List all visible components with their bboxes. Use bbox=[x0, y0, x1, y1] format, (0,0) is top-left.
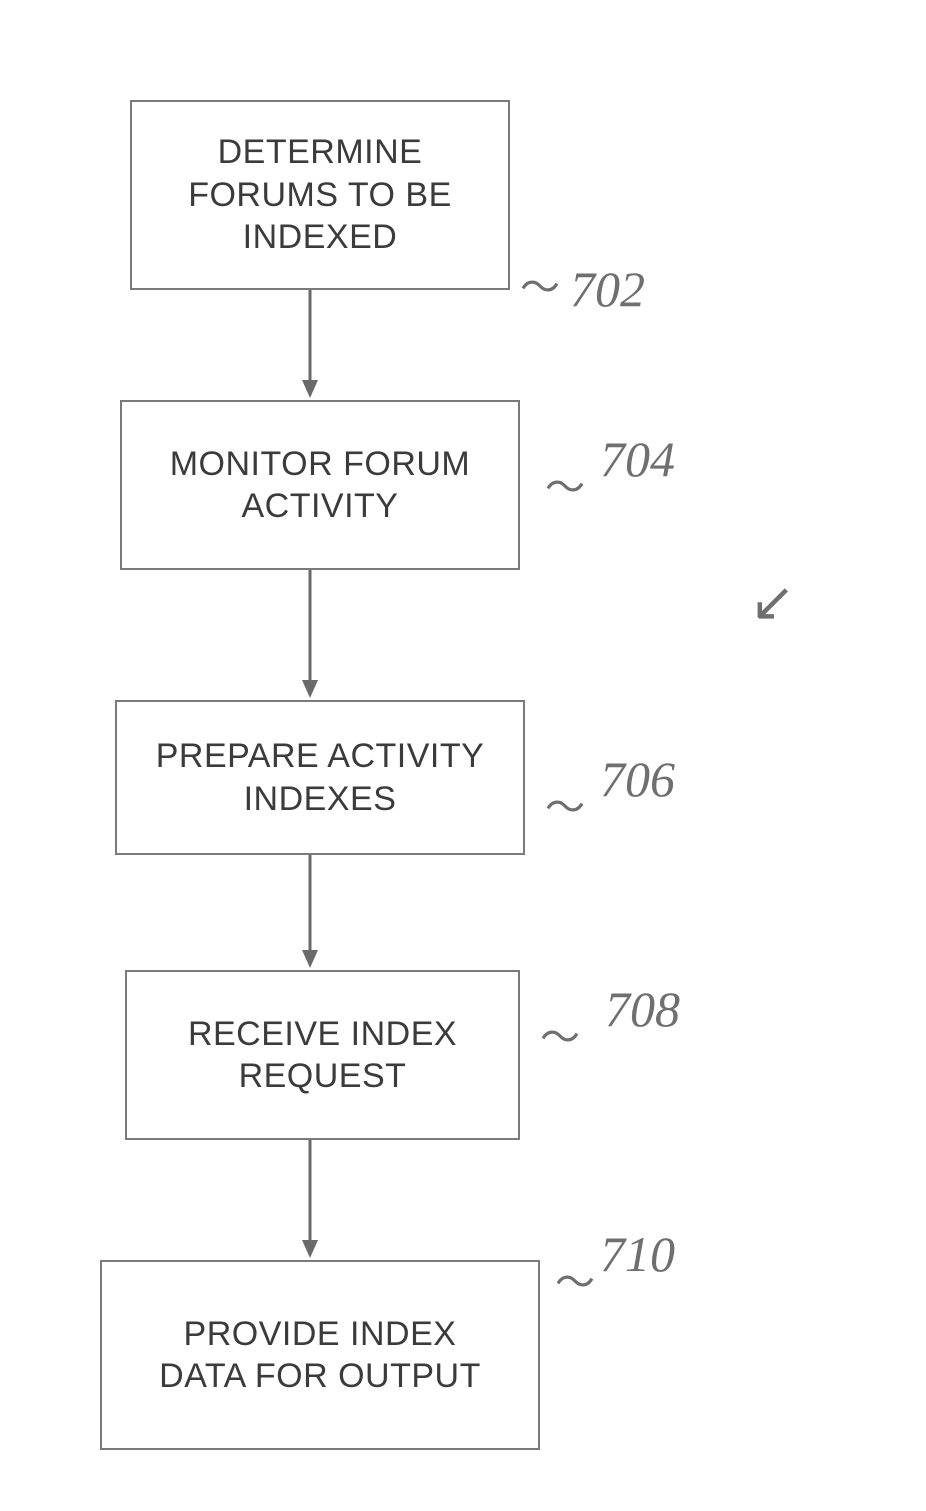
stray-arrowhead-icon: ↙ bbox=[750, 570, 795, 633]
flow-node-prepare: PREPARE ACTIVITYINDEXES bbox=[115, 700, 525, 855]
ref-label-704: 704 bbox=[600, 430, 675, 488]
connector-squiggle: ～ bbox=[540, 1005, 580, 1063]
edge-arrow bbox=[300, 1140, 320, 1260]
edge-arrow bbox=[300, 570, 320, 700]
flow-node-receive: RECEIVE INDEXREQUEST bbox=[125, 970, 520, 1140]
edge-arrow bbox=[300, 290, 320, 400]
node-text: DETERMINEFORUMS TO BEINDEXED bbox=[188, 131, 452, 259]
connector-squiggle: ～ bbox=[520, 255, 560, 313]
connector-squiggle: ～ bbox=[555, 1250, 595, 1308]
ref-label-702: 702 bbox=[570, 260, 645, 318]
node-text: PROVIDE INDEXDATA FOR OUTPUT bbox=[159, 1313, 481, 1398]
ref-label-710: 710 bbox=[600, 1225, 675, 1283]
flow-node-provide: PROVIDE INDEXDATA FOR OUTPUT bbox=[100, 1260, 540, 1450]
connector-squiggle: ～ bbox=[545, 775, 585, 833]
ref-label-708: 708 bbox=[605, 980, 680, 1038]
edge-arrow bbox=[300, 855, 320, 970]
node-text: RECEIVE INDEXREQUEST bbox=[188, 1013, 457, 1098]
flow-node-monitor: MONITOR FORUMACTIVITY bbox=[120, 400, 520, 570]
connector-squiggle: ～ bbox=[545, 455, 585, 513]
node-text: MONITOR FORUMACTIVITY bbox=[170, 443, 471, 528]
flow-node-determine: DETERMINEFORUMS TO BEINDEXED bbox=[130, 100, 510, 290]
ref-label-706: 706 bbox=[600, 750, 675, 808]
node-text: PREPARE ACTIVITYINDEXES bbox=[156, 735, 485, 820]
